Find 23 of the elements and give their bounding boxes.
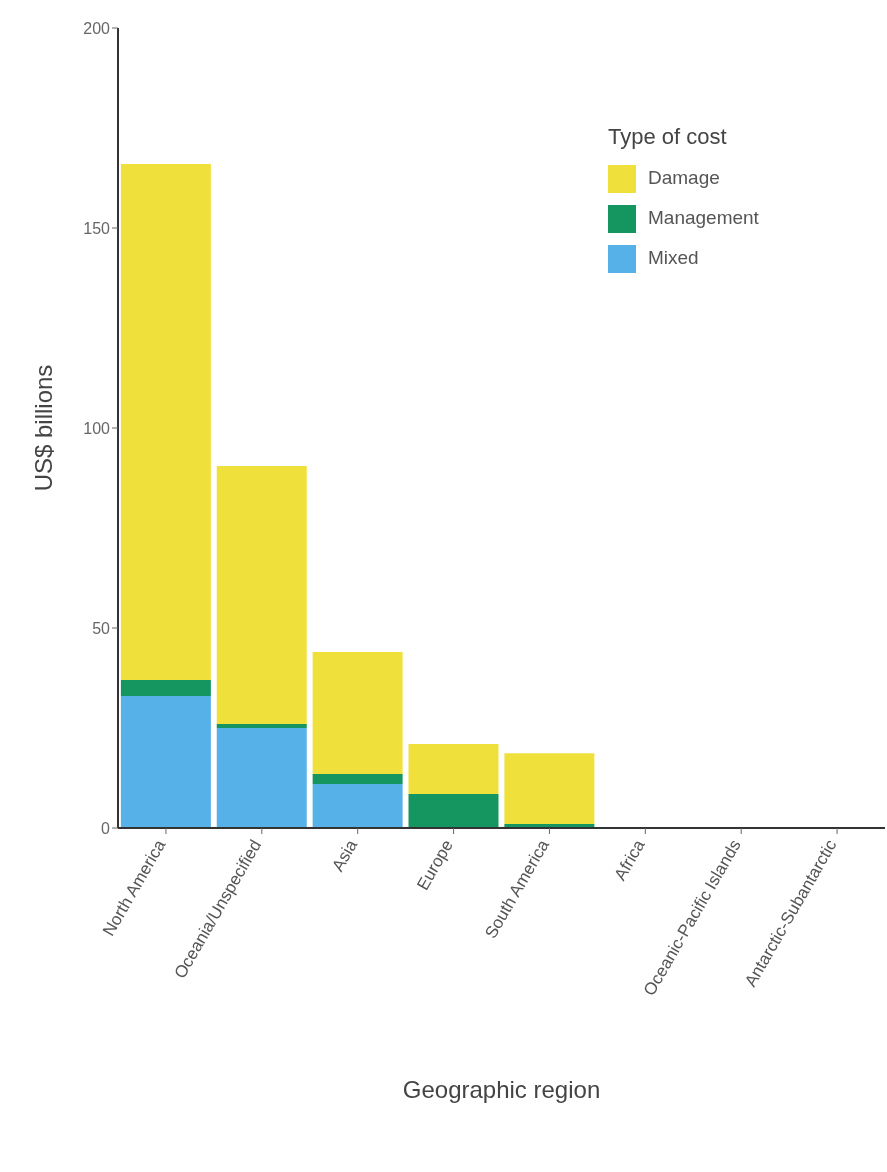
y-tick-label: 200 — [83, 19, 111, 37]
y-axis-title: US$ billions — [29, 364, 57, 492]
legend-label: Mixed — [648, 247, 699, 268]
bar — [120, 680, 211, 696]
bar — [312, 652, 403, 774]
bar — [120, 164, 211, 680]
y-tick-label: 100 — [83, 419, 111, 437]
bar — [216, 466, 307, 724]
y-tick-label: 150 — [83, 219, 111, 237]
y-tick-label: 50 — [92, 619, 111, 637]
bar — [312, 774, 403, 784]
legend-label: Management — [648, 207, 759, 228]
bar — [216, 724, 307, 728]
bar — [504, 753, 595, 824]
bar — [312, 784, 403, 828]
bar — [408, 744, 499, 794]
x-axis-title: Geographic region — [402, 1076, 601, 1103]
bar — [408, 794, 499, 828]
y-tick-label: 0 — [101, 819, 111, 837]
bar — [216, 728, 307, 828]
legend-label: Damage — [648, 167, 720, 188]
bar — [120, 696, 211, 828]
legend-title: Type of cost — [608, 124, 728, 150]
